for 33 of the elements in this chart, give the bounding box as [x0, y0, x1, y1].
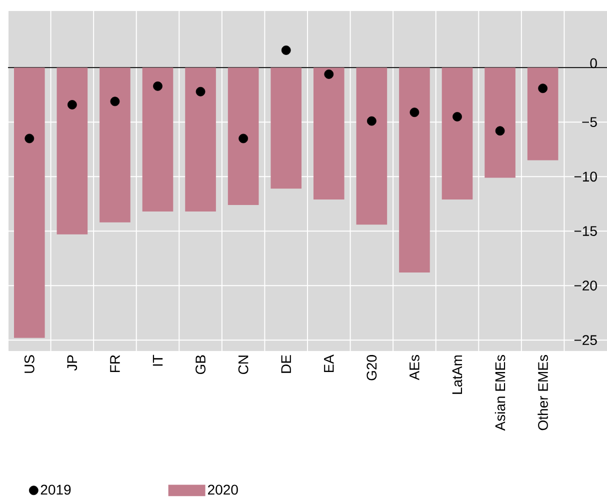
x-tick-label: CN: [238, 356, 248, 374]
point: [67, 100, 77, 110]
point: [452, 112, 462, 122]
x-tick-label: Asian EMEs: [494, 355, 506, 431]
point: [366, 116, 376, 126]
legend-label: 2019: [40, 484, 71, 495]
x-tick-label: Other EMEs: [538, 355, 548, 430]
point: [24, 134, 34, 144]
point: [410, 108, 420, 118]
legend-label: 2020: [208, 484, 238, 495]
x-tick-label: G20: [366, 355, 377, 380]
point: [110, 96, 120, 106]
point: [324, 69, 334, 79]
y-tick-label: −25: [574, 335, 597, 346]
y-tick-label: −20: [574, 280, 597, 291]
y-tick-label: −5: [582, 117, 597, 128]
x-tick-label: JP: [67, 355, 78, 371]
point: [281, 46, 291, 55]
x-tick-label: AEs: [410, 355, 420, 380]
point: [538, 84, 548, 94]
point: [238, 134, 248, 144]
point: [495, 126, 505, 136]
point: [153, 81, 162, 91]
x-tick-label: LatAm: [452, 355, 462, 394]
x-tick-label: GB: [196, 355, 206, 374]
y-tick-label: −15: [574, 226, 597, 236]
x-tick-label: DE: [281, 355, 291, 373]
y-tick-label: −10: [574, 172, 597, 182]
point: [196, 86, 206, 96]
x-tick-label: FR: [110, 355, 120, 372]
x-tick-label: US: [24, 355, 34, 373]
x-tick-label: IT: [152, 354, 163, 366]
x-tick-label: EA: [324, 354, 334, 372]
